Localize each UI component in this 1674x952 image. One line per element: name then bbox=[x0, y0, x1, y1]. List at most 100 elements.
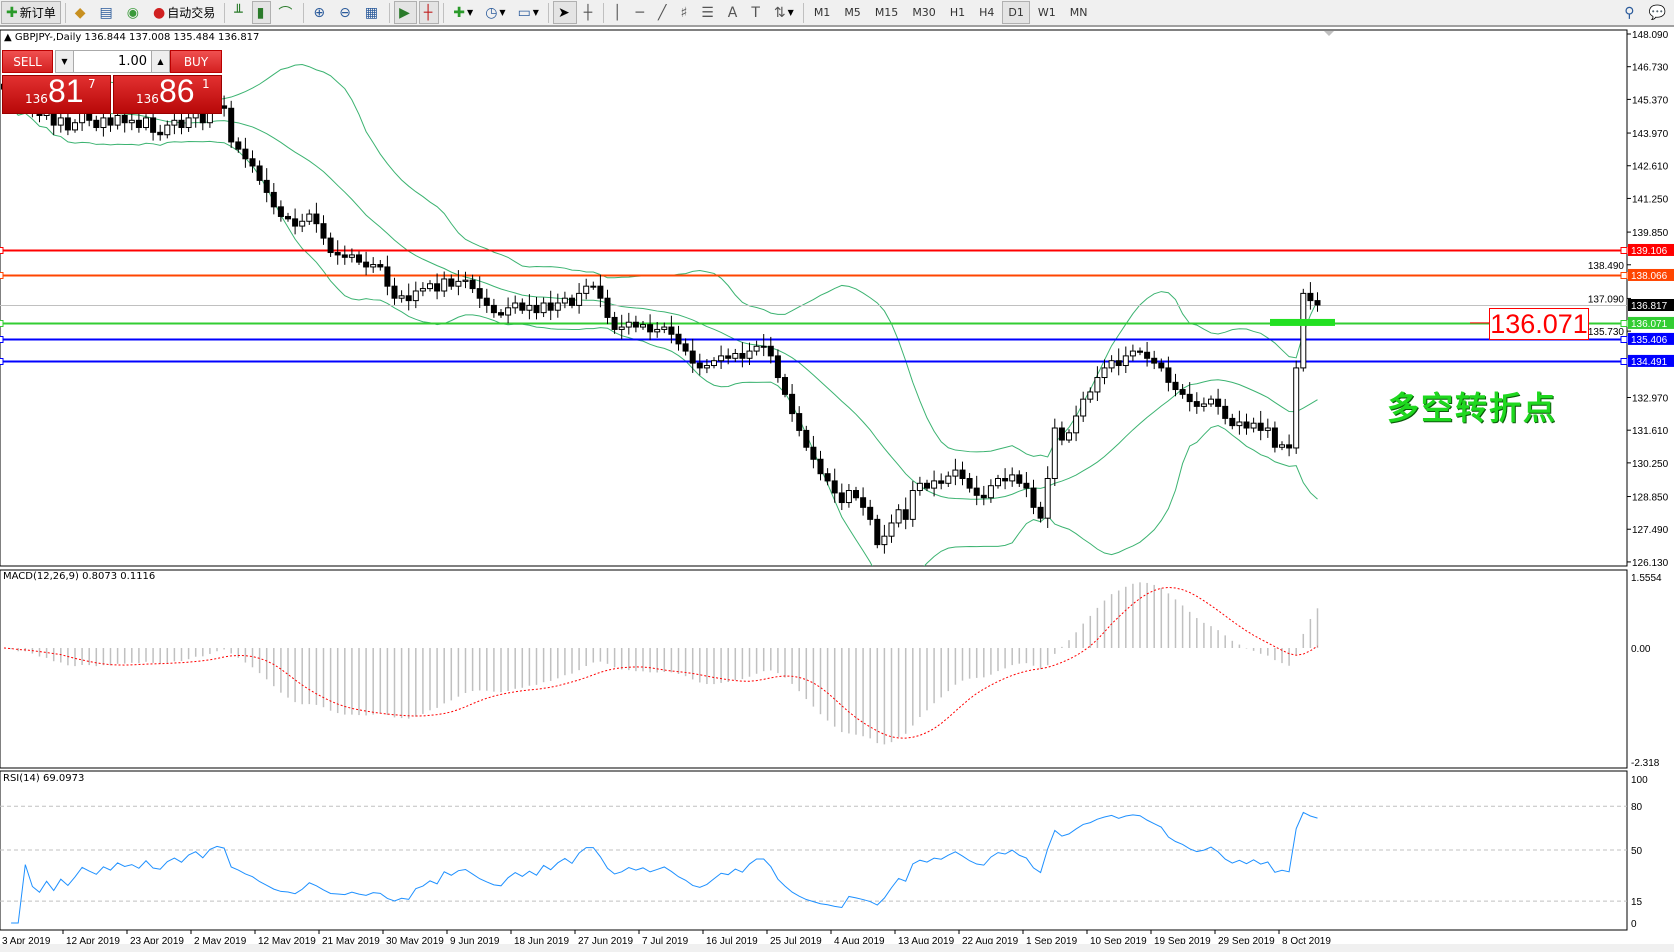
text-label-button[interactable]: T bbox=[746, 1, 767, 24]
buy-button[interactable]: BUY bbox=[170, 50, 222, 73]
bar-chart-button[interactable]: ╨ bbox=[229, 1, 249, 24]
zoom-out-button[interactable]: ⊖ bbox=[334, 1, 358, 24]
line-chart-button[interactable]: ⌒ bbox=[273, 1, 299, 24]
candle-body bbox=[171, 119, 178, 126]
candle bbox=[675, 325, 682, 351]
zoom-in-button[interactable]: ⊕ bbox=[308, 1, 332, 24]
sell-price[interactable]: 136 81 7 bbox=[2, 73, 111, 114]
candle bbox=[1037, 501, 1044, 523]
price-axis-label: 126.130 bbox=[1632, 558, 1669, 569]
candle-body bbox=[959, 469, 966, 479]
chat-button[interactable]: 💬 bbox=[1644, 1, 1673, 24]
templates-button[interactable]: ▭ ▼ bbox=[513, 1, 544, 24]
candle-body bbox=[356, 254, 362, 263]
text-button[interactable]: A bbox=[723, 1, 745, 24]
candle-body bbox=[604, 297, 611, 318]
tile-windows-button[interactable]: ▦ bbox=[360, 1, 385, 24]
timeframe-h4[interactable]: H4 bbox=[979, 6, 995, 19]
candle-body bbox=[263, 179, 270, 193]
candle bbox=[774, 349, 781, 383]
trendline-button[interactable]: ╱ bbox=[653, 1, 673, 24]
chart-shift-button[interactable]: ┼ bbox=[418, 1, 440, 24]
candle-body bbox=[1158, 362, 1165, 369]
buy-price[interactable]: 136 86 1 bbox=[113, 73, 222, 114]
divider bbox=[389, 2, 391, 23]
arrows-button[interactable]: ⇅ ▼ bbox=[769, 1, 799, 24]
candle-body bbox=[1186, 393, 1193, 403]
candle-body bbox=[221, 105, 228, 109]
candle-body bbox=[838, 492, 845, 504]
auto-trading-button[interactable]: ● 自动交易 bbox=[152, 4, 216, 21]
equidistant-channel-button[interactable]: ♯ bbox=[675, 1, 694, 24]
market-watch-button[interactable]: ◆ bbox=[70, 1, 93, 24]
timeframe-m30[interactable]: M30 bbox=[912, 6, 936, 19]
timeframe-m15[interactable]: M15 bbox=[874, 6, 899, 19]
candle bbox=[1122, 346, 1129, 374]
sell-button[interactable]: SELL bbox=[2, 50, 53, 73]
candle-body bbox=[1009, 474, 1016, 482]
candle bbox=[682, 338, 689, 356]
vertical-line-button[interactable]: │ bbox=[608, 1, 628, 24]
timeframe-d1[interactable]: D1 bbox=[1002, 1, 1030, 24]
time-axis-label: 1 Sep 2019 bbox=[1026, 936, 1078, 947]
candlestick-button[interactable]: ▮ bbox=[251, 1, 272, 24]
search-button[interactable]: ⚲ bbox=[1619, 1, 1641, 24]
breakpoint-price-label[interactable]: 136.071 bbox=[1489, 308, 1589, 340]
auto-scroll-button[interactable]: ▶ bbox=[394, 1, 417, 24]
price-level-value: 138.066 bbox=[1631, 271, 1668, 282]
candle-body bbox=[902, 509, 909, 520]
candle bbox=[270, 183, 277, 215]
new-order-button[interactable]: ✚ 新订单 bbox=[1, 1, 61, 24]
timeframe-h1[interactable]: H1 bbox=[949, 6, 966, 19]
volume-increase-button[interactable]: ▲ bbox=[151, 51, 169, 72]
candle-body bbox=[767, 345, 774, 357]
candle bbox=[299, 213, 306, 233]
candle-body bbox=[1023, 482, 1030, 489]
candle bbox=[1179, 384, 1186, 399]
candle bbox=[1250, 417, 1257, 433]
time-axis-label: 3 Apr 2019 bbox=[2, 936, 51, 947]
turning-point-note[interactable]: 多空转折点 bbox=[1387, 389, 1558, 427]
terminal-button[interactable]: ◉ bbox=[122, 1, 146, 24]
periods-button[interactable]: ◷ ▼ bbox=[480, 1, 510, 24]
candle-body bbox=[519, 302, 526, 311]
crosshair-button[interactable]: ┼ bbox=[579, 1, 599, 24]
candle-body bbox=[916, 482, 923, 492]
candle bbox=[377, 259, 384, 271]
timeframe-w1[interactable]: W1 bbox=[1037, 6, 1056, 19]
timeframe-m5[interactable]: M5 bbox=[844, 6, 861, 19]
volume-input[interactable]: 1.00 bbox=[118, 54, 147, 69]
indicators-button[interactable]: ✚ ▼ bbox=[448, 1, 478, 24]
time-axis-label: 16 Jul 2019 bbox=[706, 936, 758, 947]
horizontal-line-button[interactable]: ─ bbox=[631, 1, 651, 24]
candle bbox=[1051, 418, 1058, 487]
collapse-triangle-icon[interactable]: ▲ bbox=[4, 32, 15, 43]
fibonacci-button[interactable]: ☰ bbox=[696, 1, 721, 24]
candle-body bbox=[150, 117, 157, 133]
timeframe-mn[interactable]: MN bbox=[1069, 6, 1088, 19]
candle-body bbox=[135, 119, 142, 129]
candle-body bbox=[79, 112, 86, 124]
volume-stepper[interactable]: ▼ 1.00 ▲ bbox=[55, 50, 170, 73]
level-handle bbox=[0, 272, 4, 279]
candle-body bbox=[746, 350, 753, 359]
candle bbox=[767, 336, 774, 364]
rsi-axis-label: 0 bbox=[1631, 919, 1637, 930]
candle bbox=[725, 348, 732, 365]
navigator-button[interactable]: ▤ bbox=[95, 1, 120, 24]
candle-body bbox=[512, 302, 519, 309]
candle bbox=[1279, 441, 1285, 451]
fibonacci-icon: ☰ bbox=[701, 4, 714, 21]
candle-body bbox=[526, 304, 533, 311]
cursor-button[interactable]: ➤ bbox=[552, 1, 577, 24]
candle-body bbox=[576, 292, 583, 306]
candle bbox=[881, 524, 888, 554]
time-axis-label: 7 Jul 2019 bbox=[642, 936, 689, 947]
volume-decrease-button[interactable]: ▼ bbox=[56, 51, 74, 72]
candle-body bbox=[611, 316, 618, 330]
candle-body bbox=[711, 360, 717, 367]
timeframe-m1[interactable]: M1 bbox=[813, 6, 831, 19]
rsi-line bbox=[11, 811, 1318, 924]
level-handle bbox=[1620, 272, 1628, 279]
